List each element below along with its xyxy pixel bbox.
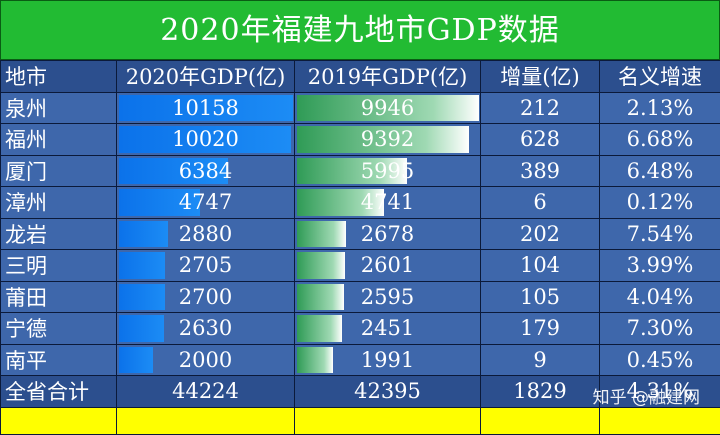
sheet-title: 2020年福建九地市GDP数据 [0, 0, 720, 60]
increase-cell: 105 [481, 281, 600, 313]
footer-cell [600, 407, 720, 434]
gdp-2020-cell: 2700 [117, 281, 295, 313]
gdp-2020-cell: 10158 [117, 92, 295, 124]
gdp-2020-value: 10158 [117, 96, 294, 120]
increase-cell: 179 [481, 313, 600, 345]
gdp-table: 地市 2020年GDP(亿) 2019年GDP(亿) 增量(亿) 名义增速 泉州… [0, 60, 720, 435]
growth-cell: 3.99% [600, 250, 720, 282]
gdp-2020-value: 2705 [117, 253, 294, 277]
city-cell: 宁德 [1, 313, 117, 345]
gdp-2019-cell: 2595 [295, 281, 481, 313]
gdp-2019-value: 2678 [295, 222, 480, 246]
city-cell: 莆田 [1, 281, 117, 313]
growth-cell: 7.30% [600, 313, 720, 345]
gdp-2019-value: 1991 [295, 348, 480, 372]
gdp-2020-value: 2630 [117, 316, 294, 340]
gdp-2019-value: 2451 [295, 316, 480, 340]
increase-cell: 202 [481, 218, 600, 250]
city-cell: 漳州 [1, 187, 117, 219]
city-cell: 厦门 [1, 155, 117, 187]
gdp-2020-value: 4747 [117, 190, 294, 214]
increase-cell: 628 [481, 124, 600, 156]
gdp-2019-value: 9946 [295, 96, 480, 120]
gdp-2019-value: 9392 [295, 127, 480, 151]
gdp-2020-cell: 2705 [117, 250, 295, 282]
header-growth: 名义增速 [600, 61, 720, 93]
increase-cell: 212 [481, 92, 600, 124]
growth-cell: 0.45% [600, 344, 720, 376]
gdp-2019-cell: 2601 [295, 250, 481, 282]
gdp-2019-cell: 9392 [295, 124, 481, 156]
gdp-2020-value: 2000 [117, 348, 294, 372]
city-cell: 南平 [1, 344, 117, 376]
gdp-2019-cell: 1991 [295, 344, 481, 376]
city-cell: 三明 [1, 250, 117, 282]
city-cell: 龙岩 [1, 218, 117, 250]
growth-cell: 2.13% [600, 92, 720, 124]
gdp-2020-cell: 4747 [117, 187, 295, 219]
total-gdp-2020: 44224 [117, 376, 295, 408]
increase-cell: 6 [481, 187, 600, 219]
gdp-2019-cell: 5995 [295, 155, 481, 187]
footer-cell [117, 407, 295, 434]
gdp-2020-value: 10020 [117, 127, 294, 151]
growth-cell: 6.68% [600, 124, 720, 156]
increase-cell: 9 [481, 344, 600, 376]
header-increase: 增量(亿) [481, 61, 600, 93]
watermark: 知乎 @融建网 [593, 383, 700, 408]
gdp-2020-cell: 10020 [117, 124, 295, 156]
growth-cell: 6.48% [600, 155, 720, 187]
growth-cell: 7.54% [600, 218, 720, 250]
header-gdp-2019: 2019年GDP(亿) [295, 61, 481, 93]
gdp-2019-value: 5995 [295, 159, 480, 183]
gdp-2020-cell: 2630 [117, 313, 295, 345]
footer-cell [481, 407, 600, 434]
footer-cell [1, 407, 117, 434]
increase-cell: 104 [481, 250, 600, 282]
gdp-2019-cell: 4741 [295, 187, 481, 219]
gdp-2020-cell: 2000 [117, 344, 295, 376]
gdp-2020-cell: 2880 [117, 218, 295, 250]
gdp-2019-value: 2601 [295, 253, 480, 277]
city-cell: 泉州 [1, 92, 117, 124]
growth-cell: 4.04% [600, 281, 720, 313]
increase-cell: 389 [481, 155, 600, 187]
gdp-2020-cell: 6384 [117, 155, 295, 187]
header-row: 地市 2020年GDP(亿) 2019年GDP(亿) 增量(亿) 名义增速 [1, 61, 720, 93]
footer-row [1, 407, 720, 434]
total-gdp-2019: 42395 [295, 376, 481, 408]
gdp-2020-value: 2700 [117, 285, 294, 309]
gdp-2019-cell: 2678 [295, 218, 481, 250]
total-increase: 1829 [481, 376, 600, 408]
gdp-2019-value: 4741 [295, 190, 480, 214]
gdp-2019-cell: 9946 [295, 92, 481, 124]
gdp-2020-value: 2880 [117, 222, 294, 246]
city-cell: 福州 [1, 124, 117, 156]
header-gdp-2020: 2020年GDP(亿) [117, 61, 295, 93]
gdp-2020-value: 6384 [117, 159, 294, 183]
footer-cell [295, 407, 481, 434]
header-city: 地市 [1, 61, 117, 93]
total-label: 全省合计 [1, 376, 117, 408]
growth-cell: 0.12% [600, 187, 720, 219]
gdp-2019-value: 2595 [295, 285, 480, 309]
gdp-2019-cell: 2451 [295, 313, 481, 345]
